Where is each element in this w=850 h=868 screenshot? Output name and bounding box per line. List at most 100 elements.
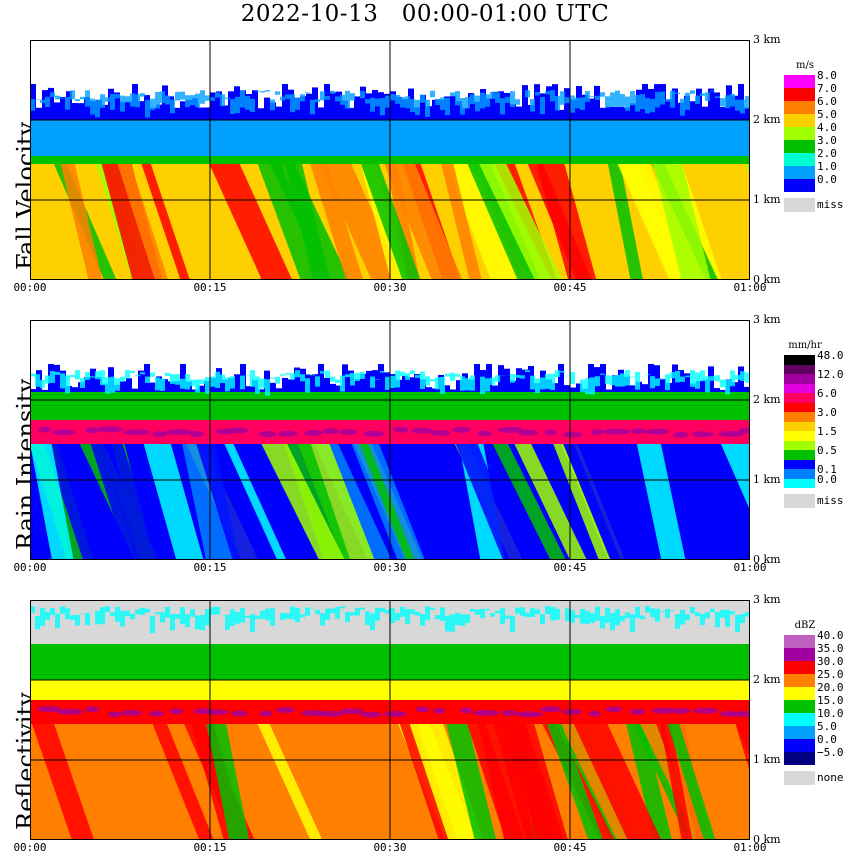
bright-band-highlight <box>629 708 646 715</box>
cloud-edge-texture <box>495 375 500 382</box>
cloud-edge-texture <box>84 82 90 98</box>
cloud-edge-texture <box>315 609 320 615</box>
cloud-edge-texture <box>515 607 520 614</box>
cloud-edge-texture <box>495 610 500 614</box>
fall-streak <box>455 444 526 560</box>
cloud-edge-texture <box>522 362 528 370</box>
legend-label: 1.0 <box>817 160 837 173</box>
cloud-edge-texture <box>228 362 234 378</box>
cloud-edge-texture <box>155 91 160 109</box>
cloud-edge-texture <box>462 600 468 615</box>
cloud-edge-texture <box>120 600 126 616</box>
bright-band-highlight <box>56 708 84 715</box>
cloud-edge-texture <box>530 98 535 112</box>
cloud-edge-texture <box>525 90 530 98</box>
y-tick-label: 2 km <box>753 393 781 406</box>
cloud-edge-texture <box>390 375 395 389</box>
legend-label: miss <box>817 198 844 211</box>
cloud-edge-texture <box>426 82 432 107</box>
cloud-edge-texture <box>36 82 42 108</box>
cloud-edge-texture <box>610 612 615 631</box>
cloud-edge-texture <box>310 374 315 376</box>
cloud-edge-texture <box>425 606 430 621</box>
fall-streak <box>735 724 750 756</box>
cloud-edge-texture <box>450 82 456 97</box>
cloud-edge-texture <box>250 370 255 387</box>
cloud-edge-texture <box>108 600 114 621</box>
bright-band-highlight <box>671 707 691 714</box>
cloud-edge-texture <box>45 375 50 384</box>
legend-swatch <box>784 648 815 661</box>
chart-title: 2022-10-13 00:00-01:00 UTC <box>240 1 610 27</box>
cloud-edge-texture <box>50 92 55 98</box>
legend-label: 2.0 <box>817 147 837 160</box>
cloud-edge-texture <box>350 372 355 386</box>
x-tick-label: 00:15 <box>193 561 227 574</box>
legend-label: 10.0 <box>817 707 844 720</box>
cloud-edge-texture <box>366 600 372 622</box>
cloud-edge-texture <box>258 82 264 109</box>
cloud-edge-texture <box>145 376 150 384</box>
cloud-edge-texture <box>348 362 354 371</box>
bright-band-highlight <box>562 431 582 438</box>
cloud-edge-texture <box>174 362 180 382</box>
cloud-edge-texture <box>140 607 145 615</box>
cloud-edge-texture <box>30 99 35 111</box>
bright-band-highlight <box>472 709 500 716</box>
cloud-edge-texture <box>535 378 540 394</box>
cloud-edge-texture <box>485 608 490 611</box>
cloud-edge-texture <box>360 82 366 87</box>
cloud-edge-texture <box>640 615 645 620</box>
cloud-edge-texture <box>252 82 258 91</box>
cloud-edge-texture <box>378 600 384 625</box>
cloud-edge-texture <box>330 600 336 604</box>
cloud-edge-texture <box>570 372 575 385</box>
x-tick-label: 00:45 <box>553 841 587 854</box>
bright-band-highlight <box>738 427 750 434</box>
cloud-edge-texture <box>612 362 618 376</box>
cloud-edge-texture <box>355 607 360 616</box>
cloud-edge-texture <box>216 82 222 92</box>
cloud-edge-texture <box>40 99 45 104</box>
bright-band-highlight <box>651 707 676 714</box>
fall-streak <box>416 724 484 840</box>
bright-band-highlight <box>363 430 385 437</box>
cloud-edge-texture <box>185 95 190 108</box>
cloud-edge-texture <box>80 378 85 388</box>
cloud-edge-texture <box>170 374 175 384</box>
cloud-edge-texture <box>510 615 515 632</box>
cloud-edge-texture <box>594 600 600 605</box>
cloud-edge-texture <box>270 82 276 103</box>
cloud-edge-texture <box>215 371 220 388</box>
cloud-edge-texture <box>530 608 535 617</box>
cloud-edge-texture <box>192 82 198 99</box>
cloud-edge-texture <box>625 96 630 111</box>
cloud-edge-texture <box>330 82 336 93</box>
cloud-edge-texture <box>438 362 444 375</box>
cloud-edge-texture <box>555 370 560 378</box>
cloud-edge-texture <box>595 95 600 100</box>
cloud-edge-texture <box>414 82 420 108</box>
cloud-edge-texture <box>440 607 445 621</box>
cloud-edge-texture <box>135 94 140 108</box>
cloud-edge-texture <box>606 600 612 608</box>
cloud-edge-texture <box>96 600 102 607</box>
cloud-edge-texture <box>720 98 725 107</box>
legend-label: 6.0 <box>817 95 837 108</box>
cloud-edge-texture <box>120 610 125 627</box>
cloud-edge-texture <box>450 614 455 632</box>
cloud-edge-texture <box>735 614 740 633</box>
cloud-edge-texture <box>336 82 342 92</box>
fall-streak <box>30 444 74 560</box>
bright-band-highlight <box>691 431 714 438</box>
cloud-edge-texture <box>528 362 534 366</box>
cloud-edge-texture <box>264 362 270 371</box>
cloud-edge-texture <box>260 91 265 93</box>
cloud-edge-texture <box>700 93 705 96</box>
cloud-edge-texture <box>525 612 530 618</box>
cloud-edge-texture <box>168 82 174 97</box>
bright-band-highlight <box>85 706 100 713</box>
cloud-edge-texture <box>545 91 550 95</box>
legend-swatch <box>784 726 815 739</box>
cloud-edge-texture <box>160 612 165 623</box>
